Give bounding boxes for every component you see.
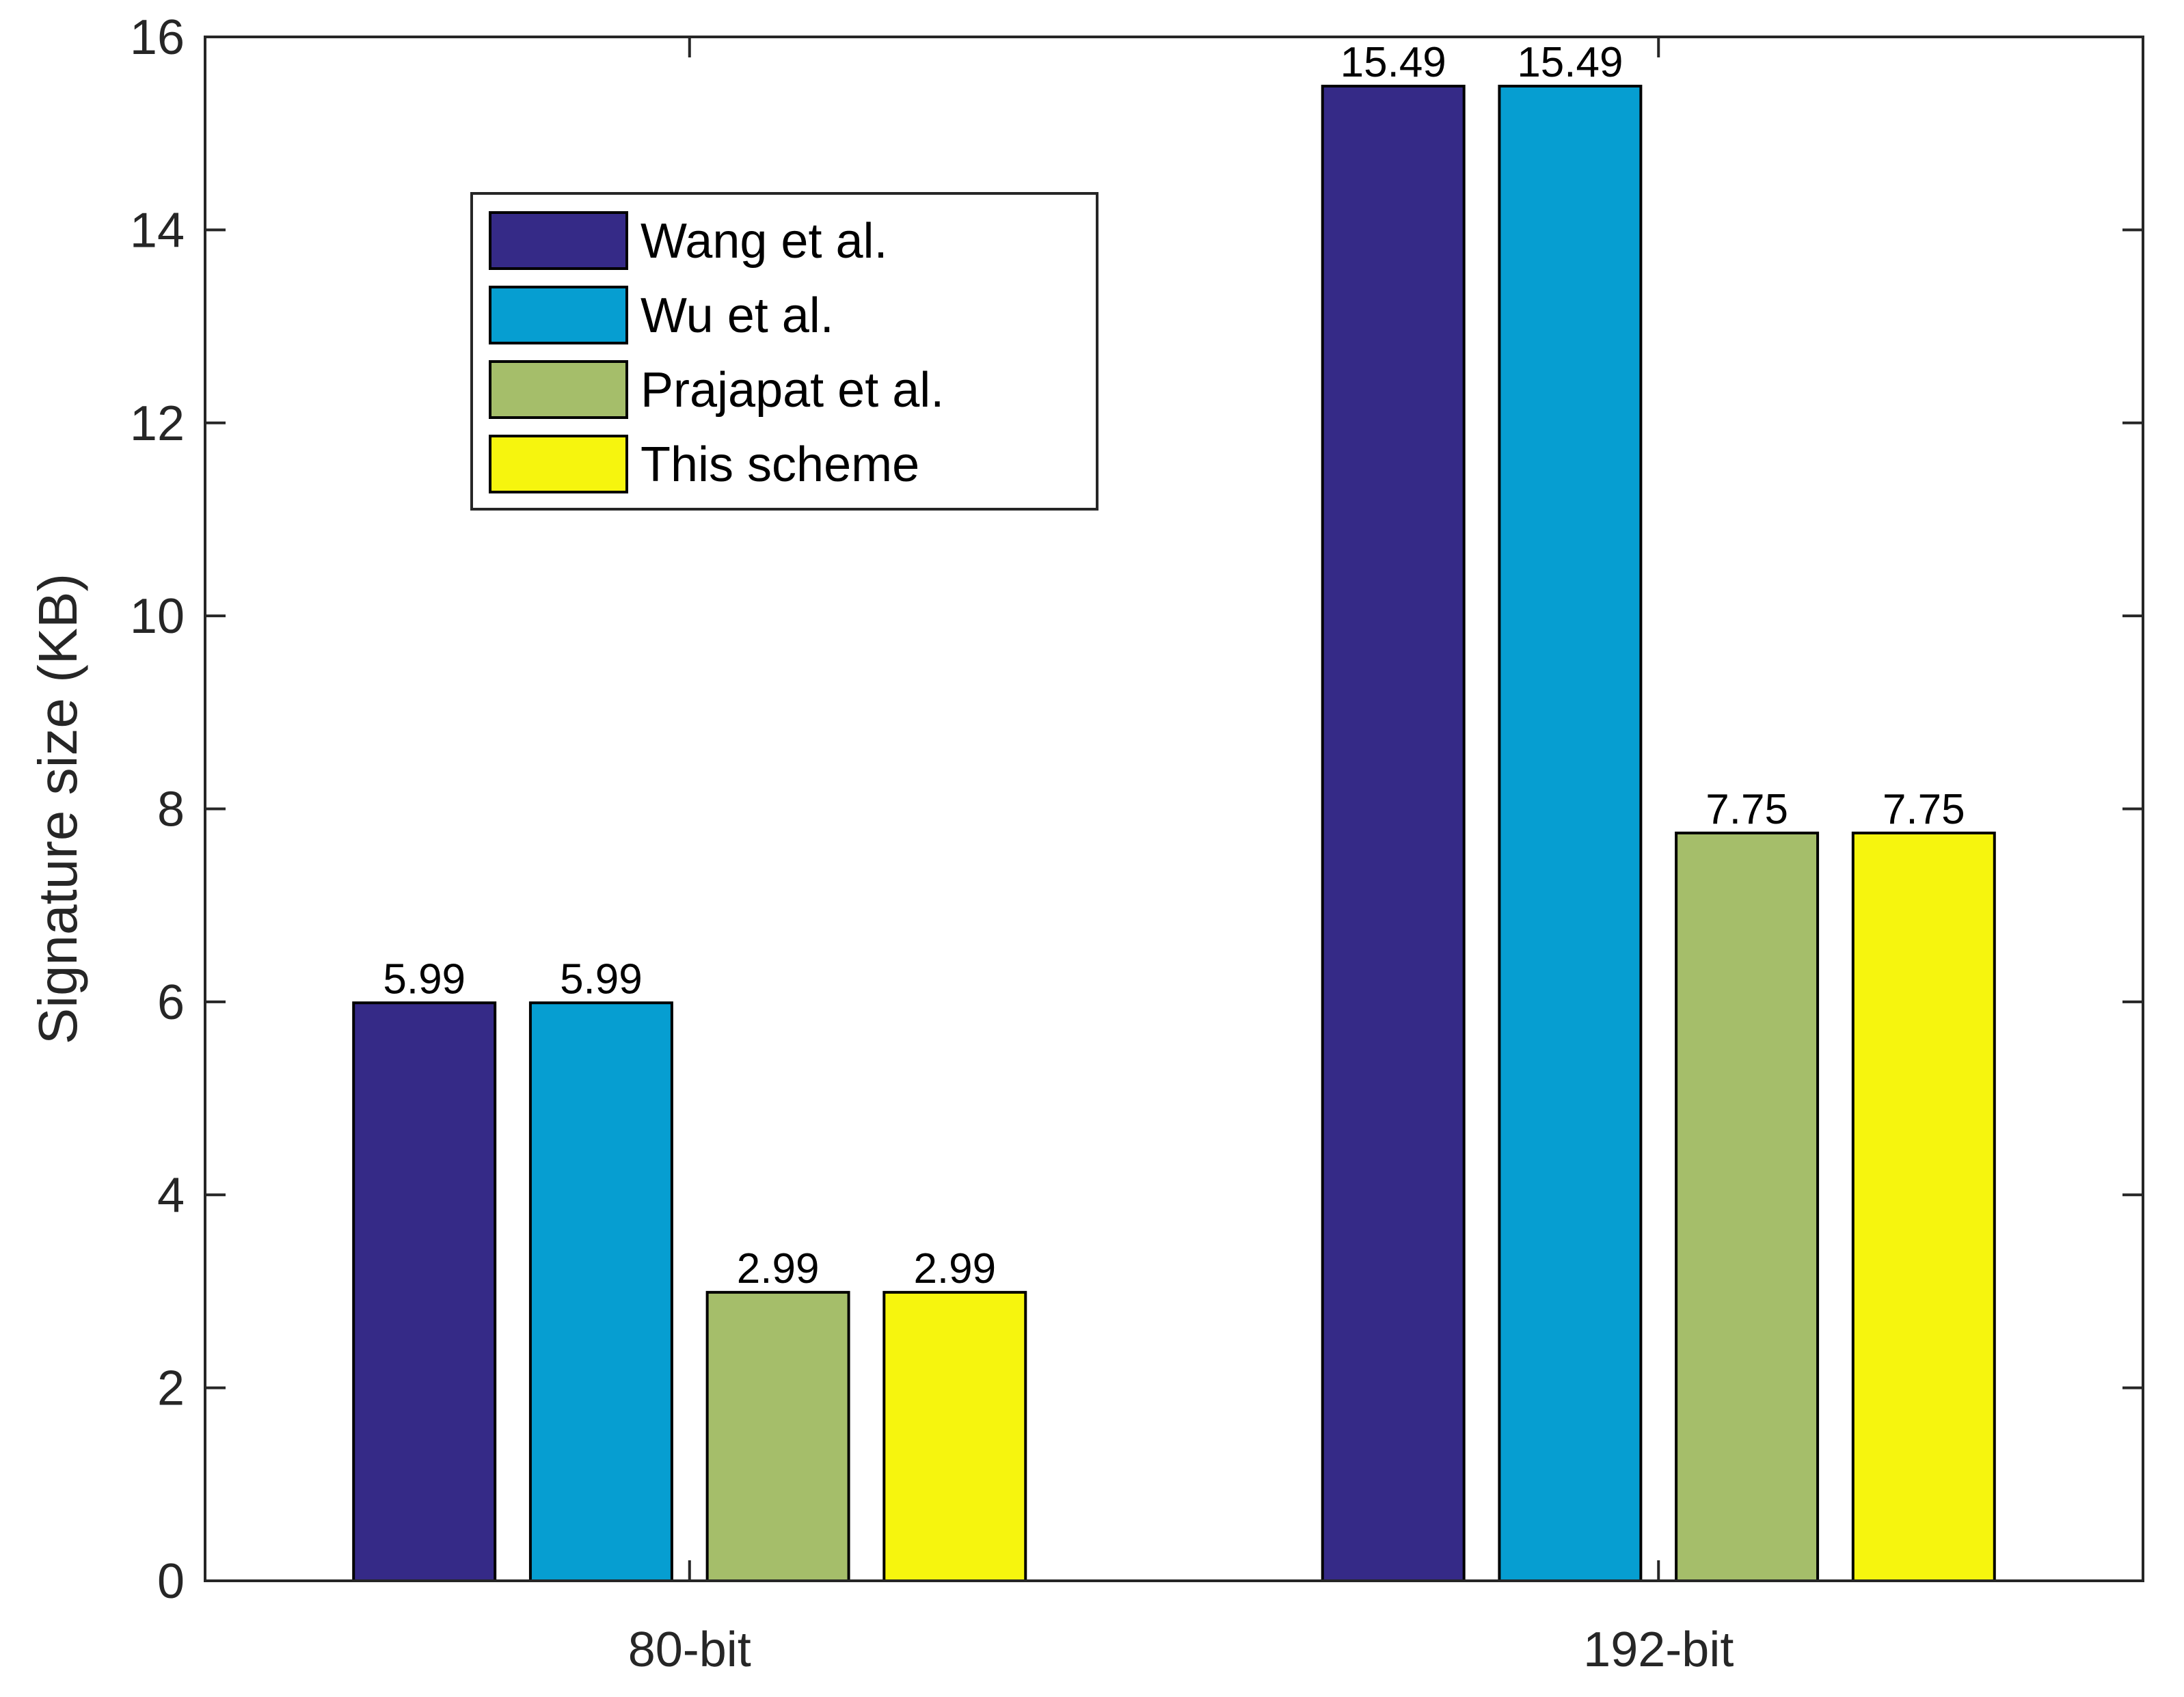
legend-label: Wu et al. (641, 288, 834, 343)
bar-value-label: 5.99 (560, 955, 643, 1003)
legend: Wang et al. Wu et al. Prajapat et al. This … (470, 192, 1098, 511)
bar (1498, 85, 1643, 1583)
x-axis: 80-bit 192-bit (628, 37, 1734, 1677)
y-axis-label: Signature size (KB) (27, 573, 88, 1044)
y-tick-label: 14 (130, 203, 185, 258)
y-tick-label: 6 (157, 975, 185, 1030)
y-tick-label: 0 (157, 1554, 185, 1609)
y-tick-label: 10 (130, 589, 185, 644)
y-tick-label: 12 (130, 396, 185, 451)
legend-swatch (489, 286, 628, 344)
bar-value-label: 15.49 (1517, 39, 1623, 86)
bar-value-label: 7.75 (1883, 786, 1965, 833)
bars-layer (352, 85, 1996, 1583)
x-tick-label: 192-bit (1583, 1623, 1734, 1677)
legend-swatch (489, 435, 628, 493)
legend-swatch (489, 211, 628, 270)
bar (1851, 831, 1996, 1582)
y-tick-label: 16 (130, 10, 185, 65)
bar (705, 1290, 850, 1582)
legend-label: This scheme (641, 437, 919, 492)
bar (528, 1001, 673, 1582)
value-labels-layer: 5.99 5.99 2.99 2.99 15.49 15.49 7.75 7.75 (383, 39, 1965, 1292)
bar (882, 1290, 1027, 1582)
y-axis: 0 2 4 6 8 10 12 14 16 (130, 10, 2143, 1609)
bar-value-label: 5.99 (383, 955, 466, 1003)
legend-swatch (489, 360, 628, 419)
legend-label: Wang et al. (641, 214, 888, 269)
bar-value-label: 15.49 (1340, 39, 1446, 86)
y-tick-label: 8 (157, 783, 185, 837)
bar-value-label: 2.99 (737, 1245, 820, 1292)
y-tick-label: 4 (157, 1168, 185, 1223)
bar (352, 1001, 497, 1582)
bar-value-label: 2.99 (913, 1245, 996, 1292)
bar (1321, 85, 1466, 1583)
x-tick-label: 80-bit (628, 1623, 751, 1677)
legend-label: Prajapat et al. (641, 363, 944, 418)
bar-value-label: 7.75 (1706, 786, 1788, 833)
bar (1675, 831, 1820, 1582)
y-tick-label: 2 (157, 1361, 185, 1416)
